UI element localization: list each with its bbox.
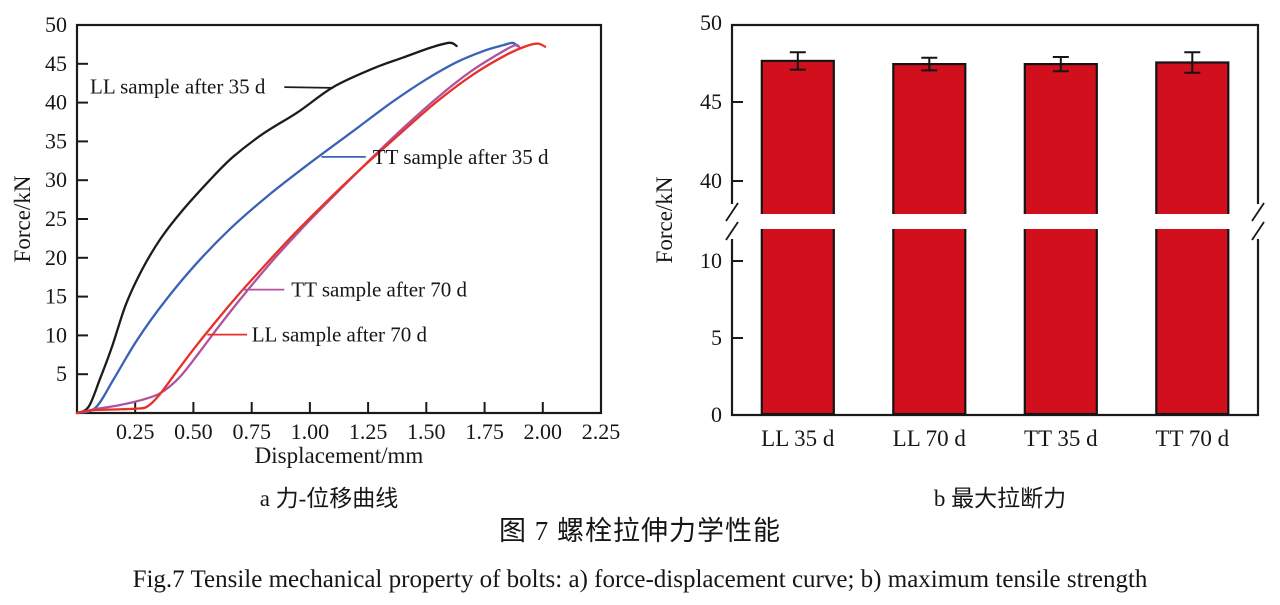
caption-subfigure-b: b 最大拉断力 — [933, 486, 1067, 511]
annotation-ll-sample-after-35-d: LL sample after 35 d — [90, 74, 266, 98]
x-tick-label: 1.00 — [291, 419, 330, 444]
chart-b: 40 45 50 0 5 10 LL 35 d LL 70 d TT 35 d TT 70 d Fo… — [652, 10, 1265, 451]
x-tick-label: 1.25 — [349, 419, 388, 444]
x-tick-label: 1.75 — [465, 419, 504, 444]
bar-tt-70-d — [1155, 61, 1230, 416]
y-tick-label: 30 — [45, 167, 67, 192]
series-line-ll-sample-after-70-d — [75, 42, 547, 415]
bar-tt-35-d — [1023, 62, 1098, 416]
y-tick-label: 0 — [711, 402, 722, 427]
axis-break-mark — [725, 221, 739, 241]
y-axis-title-a: Force/kN — [10, 175, 35, 262]
y-tick-label: 50 — [45, 12, 67, 37]
y-tick-label: 25 — [45, 206, 67, 231]
y-tick-label: 35 — [45, 128, 67, 153]
annotation-tt-sample-after-35-d: TT sample after 35 d — [373, 145, 549, 169]
x-tick-label: 1.50 — [407, 419, 446, 444]
x-tick-label: 0.50 — [174, 419, 213, 444]
plot-frame-b — [730, 23, 1260, 417]
caption-subfigure-a: a 力-位移曲线 — [259, 486, 399, 511]
x-tick-label: 2.00 — [524, 419, 563, 444]
leader-line-ll-sample-after-35-d — [284, 86, 334, 89]
x-tick-label: 2.25 — [582, 419, 621, 444]
axis-break-mark — [1251, 202, 1265, 222]
bar-ll-70-d — [892, 62, 967, 416]
axis-break-band — [734, 214, 1256, 229]
axis-break-mark — [725, 202, 739, 222]
bar-ll-35-d — [760, 59, 835, 416]
x-tick-label: 0.75 — [232, 419, 271, 444]
category-label-tt-70-d: TT 70 d — [1155, 426, 1229, 451]
x-axis-title-a: Displacement/mm — [255, 443, 424, 468]
y-tick-label: 20 — [45, 245, 67, 270]
y-tick-label: 10 — [45, 322, 67, 347]
annotation-tt-sample-after-70-d: TT sample after 70 d — [291, 278, 467, 302]
axis-break-mark — [1251, 221, 1265, 241]
series-line-tt-sample-after-35-d — [75, 41, 519, 415]
y-tick-label: 45 — [700, 89, 722, 114]
category-label-ll-35-d: LL 35 d — [761, 426, 835, 451]
series-line-tt-sample-after-70-d — [75, 43, 521, 415]
caption-chinese: 图 7 螺栓拉伸力学性能 — [499, 516, 781, 546]
y-tick-label: 5 — [56, 361, 67, 386]
y-axis-title-b: Force/kN — [652, 176, 677, 263]
annotation-ll-sample-after-70-d: LL sample after 70 d — [252, 323, 428, 347]
series-line-ll-sample-after-35-d — [75, 41, 458, 415]
y-tick-label: 50 — [700, 10, 722, 35]
y-tick-label: 5 — [711, 325, 722, 350]
y-tick-label: 40 — [45, 90, 67, 115]
category-label-tt-35-d: TT 35 d — [1024, 426, 1098, 451]
plot-frame-a — [75, 23, 603, 415]
category-label-ll-70-d: LL 70 d — [893, 426, 967, 451]
y-tick-label: 40 — [700, 168, 722, 193]
y-tick-label: 45 — [45, 51, 67, 76]
y-tick-label: 10 — [700, 248, 722, 273]
y-tick-label: 15 — [45, 284, 67, 309]
chart-a: 5 10 15 20 25 30 35 40 45 50 0.25 0.50 0.75 1.00 1.25 1… — [10, 12, 620, 468]
x-tick-label: 0.25 — [116, 419, 155, 444]
caption-english: Fig.7 Tensile mechanical property of bol… — [132, 566, 1148, 593]
